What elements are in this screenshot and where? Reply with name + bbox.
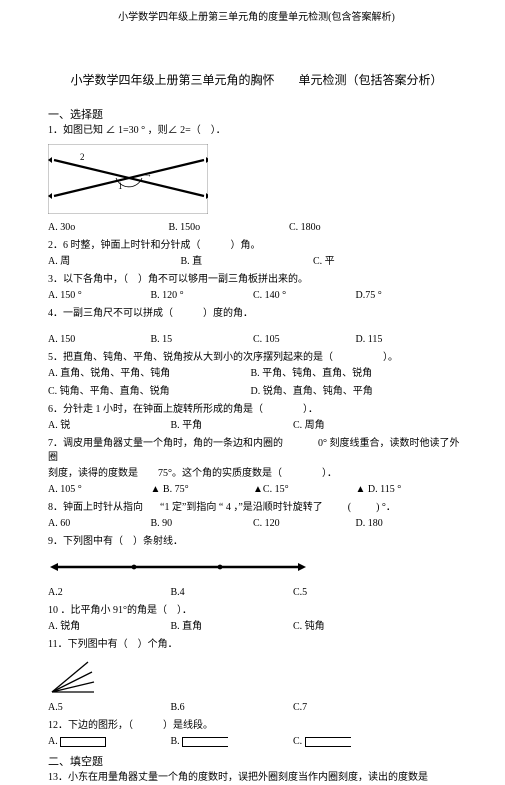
- section2-heading: 二、填空题: [48, 753, 465, 769]
- q9-opt-b: B.4: [171, 586, 291, 600]
- q10-options: A. 锐角 B. 直角 C. 钝角: [48, 620, 465, 634]
- q11-opt-a: A.5: [48, 701, 168, 715]
- svg-text:→: →: [144, 170, 152, 179]
- q1-text: 1．如图已知 ∠ 1=30 ° ，则∠ 2=（ ）．: [48, 124, 465, 138]
- q4-opt-a: A. 150: [48, 333, 148, 347]
- q7-opt-d: ▲ D. 115 °: [356, 483, 402, 497]
- q13-text: 13．小东在用量角器丈量一个角的度数时，误把外圈刻度当作内圈刻度，读出的度数是: [48, 771, 465, 785]
- q6-options: A. 锐 B. 平角 C. 周角: [48, 419, 465, 433]
- q5-options-row1: A. 直角、锐角、平角、钝角 B. 平角、钝角、直角、锐角: [48, 367, 465, 381]
- q6-opt-b: B. 平角: [171, 419, 291, 433]
- q2-options: A. 周 B. 直 C. 平: [48, 255, 465, 269]
- q5-opt-d: D. 锐角、直角、钝角、平角: [251, 385, 373, 399]
- q8-text3: ( ) °．: [348, 502, 396, 513]
- q11-options: A.5 B.6 C.7: [48, 701, 465, 715]
- q6-text: 6．分针走 1 小时，在钟面上旋转所形成的角是（ ）．: [48, 403, 465, 417]
- q2-opt-c: C. 平: [313, 255, 335, 269]
- q7-opt-a: A. 105 °: [48, 483, 148, 497]
- q7-text: 7．调皮用量角器丈量一个角时，角的一条边和内圈的 0° 刻度线重合，读数时他读了…: [48, 437, 465, 465]
- q8-opt-a: A. 60: [48, 517, 148, 531]
- q11-opt-c: C.7: [293, 701, 307, 715]
- q10-opt-c: C. 钝角: [293, 620, 325, 634]
- q3-options: A. 150 ° B. 120 ° C. 140 ° D.75 °: [48, 289, 465, 303]
- q12-opt-b: B.: [171, 735, 291, 749]
- q9-text: 9．下列图中有（ ）条射线．: [48, 535, 465, 549]
- q9-opt-c: C.5: [293, 586, 307, 600]
- q10-opt-a: A. 锐角: [48, 620, 168, 634]
- q4-options: A. 150 B. 15 C. 105 D. 115: [48, 333, 465, 347]
- q1-opt-a: A. 30o: [48, 221, 166, 235]
- q12-seg-a: [60, 737, 106, 747]
- q7-opt-c: ▲C. 15°: [253, 483, 353, 497]
- q5-opt-a: A. 直角、锐角、平角、钝角: [48, 367, 248, 381]
- q12-seg-c: [305, 737, 351, 747]
- q9-figure: [48, 555, 308, 579]
- q4-opt-d: D. 115: [356, 333, 383, 347]
- q4-opt-c: C. 105: [253, 333, 353, 347]
- q12-seg-b: [182, 737, 228, 747]
- q12-opt-c: C.: [293, 735, 351, 749]
- page-header: 小学数学四年级上册第三单元角的度量单元检测(包含答案解析): [48, 8, 465, 23]
- main-title: 小学数学四年级上册第三单元角的胸怀 单元检测（包括答案分析）: [48, 71, 465, 88]
- q10-opt-b: B. 直角: [171, 620, 291, 634]
- q2-opt-b: B. 直: [181, 255, 311, 269]
- q8-text1: 8．钟面上时针从指向: [48, 502, 143, 513]
- q8-options: A. 60 B. 90 C. 120 D. 180: [48, 517, 465, 531]
- q11-text: 11．下列图中有（ ）个角．: [48, 638, 465, 652]
- q7-options: A. 105 ° ▲ B. 75° ▲C. 15° ▲ D. 115 °: [48, 483, 465, 497]
- q1-opt-b: B. 150o: [169, 221, 287, 235]
- q4-opt-b: B. 15: [151, 333, 251, 347]
- q9-opt-a: A.2: [48, 586, 168, 600]
- q5-text: 5．把直角、钝角、平角、锐角按从大到小的次序摆列起来的是（ ）。: [48, 351, 465, 365]
- q8-opt-c: C. 120: [253, 517, 353, 531]
- q9-options: A.2 B.4 C.5: [48, 586, 465, 600]
- q3-opt-d: D.75 °: [356, 289, 382, 303]
- q12-text: 12．下边的图形，（ ）是线段。: [48, 719, 465, 733]
- q6-opt-a: A. 锐: [48, 419, 168, 433]
- q1-figure: 2 1 →: [48, 144, 208, 214]
- q5-options-row2: C. 钝角、平角、直角、锐角 D. 锐角、直角、钝角、平角: [48, 385, 465, 399]
- svg-text:2: 2: [80, 152, 85, 162]
- q2-opt-a: A. 周: [48, 255, 178, 269]
- q7-text1: 7．调皮用量角器丈量一个角时，角的一条边和内圈的: [48, 438, 283, 449]
- section1-heading: 一、选择题: [48, 106, 465, 122]
- q3-opt-a: A. 150 °: [48, 289, 148, 303]
- q4-text: 4．一副三角尺不可以拼成（ ）度的角．: [48, 307, 465, 321]
- q8-opt-d: D. 180: [356, 517, 383, 531]
- q3-text: 3．以下各角中，（ ）角不可以够用一副三角板拼出来的。: [48, 273, 465, 287]
- q2-text: 2．6 时整，钟面上时针和分针成（ ）角。: [48, 239, 465, 253]
- q8-opt-b: B. 90: [151, 517, 251, 531]
- q8-text2: “1 定”到指向 “ 4 ，”是沿顺时针旋转了: [160, 502, 323, 513]
- q1-options: A. 30o B. 150o C. 180o: [48, 221, 465, 235]
- q11-figure: [48, 656, 98, 696]
- q7-opt-b: ▲ B. 75°: [151, 483, 251, 497]
- q3-opt-b: B. 120 °: [151, 289, 251, 303]
- q12-options: A. B. C.: [48, 735, 465, 749]
- q7-text3: 刻度，读得的度数是 75°。这个角的实质度数是（ ）．: [48, 467, 465, 481]
- q6-opt-c: C. 周角: [293, 419, 325, 433]
- q3-opt-c: C. 140 °: [253, 289, 353, 303]
- q5-opt-c: C. 钝角、平角、直角、锐角: [48, 385, 248, 399]
- q5-opt-b: B. 平角、钝角、直角、锐角: [251, 367, 373, 381]
- q1-opt-c: C. 180o: [289, 221, 321, 235]
- q11-opt-b: B.6: [171, 701, 291, 715]
- q8-text: 8．钟面上时针从指向 “1 定”到指向 “ 4 ，”是沿顺时针旋转了 ( ) °…: [48, 501, 465, 515]
- q12-opt-a: A.: [48, 735, 168, 749]
- q10-text: 10 ．比平角小 91°的角是（ ）．: [48, 604, 465, 618]
